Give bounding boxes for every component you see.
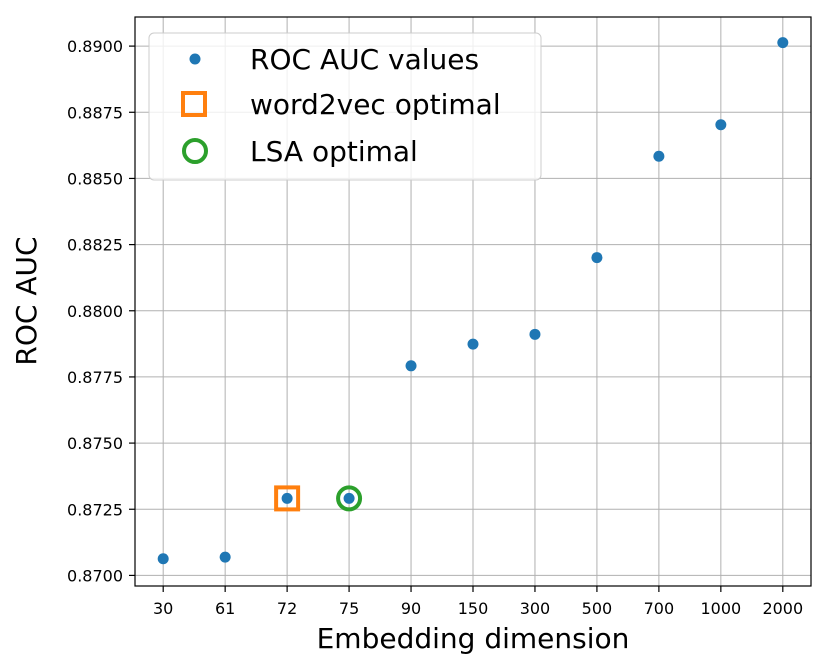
legend-marker-word2vec [181, 91, 207, 117]
data-point [777, 37, 789, 49]
y-tick-label: 0.8725 [67, 500, 123, 519]
data-point [529, 328, 541, 340]
data-point [219, 551, 231, 563]
x-tick-label: 30 [153, 599, 173, 618]
y-axis-label: ROC AUC [10, 236, 43, 365]
x-tick-label: 61 [215, 599, 235, 618]
legend-box [148, 32, 542, 181]
y-axis: 0.8700 0.8725 0.8750 0.8775 0.8800 0.8825 0.88… [67, 37, 135, 585]
lsa-optimal-marker [336, 485, 363, 512]
data-point [405, 360, 417, 372]
y-tick-label: 0.8825 [67, 236, 123, 255]
legend-label-word2vec: word2vec optimal [250, 88, 501, 121]
x-tick-label: 75 [339, 599, 359, 618]
data-point [343, 492, 355, 504]
data-point [591, 252, 603, 264]
data-point [653, 150, 665, 162]
x-tick-label: 2000 [762, 599, 803, 618]
legend-marker-lsa [182, 138, 208, 164]
y-tick-label: 0.8750 [67, 434, 123, 453]
y-tick-label: 0.8900 [67, 37, 123, 56]
x-tick-label: 700 [644, 599, 675, 618]
y-tick-label: 0.8850 [67, 169, 123, 188]
data-point [281, 492, 293, 504]
y-tick-label: 0.8775 [67, 368, 123, 387]
data-point [157, 553, 169, 565]
x-tick-label: 1000 [700, 599, 741, 618]
data-point [467, 338, 479, 350]
data-point [715, 119, 727, 131]
x-tick-label: 72 [277, 599, 297, 618]
x-tick-label: 300 [520, 599, 551, 618]
x-axis: 30 61 72 75 90 150 300 500 700 1000 2000 [153, 586, 803, 618]
legend-label-roc-auc: ROC AUC values [250, 43, 479, 76]
legend-marker-roc-auc [189, 53, 201, 65]
x-tick-label: 500 [582, 599, 613, 618]
x-axis-label: Embedding dimension [317, 622, 630, 655]
y-tick-label: 0.8700 [67, 566, 123, 585]
y-tick-label: 0.8800 [67, 302, 123, 321]
legend: ROC AUC values word2vec optimal LSA opti… [148, 32, 542, 181]
x-tick-label: 90 [401, 599, 421, 618]
y-tick-label: 0.8875 [67, 103, 123, 122]
word2vec-optimal-marker [274, 485, 301, 512]
data-marks [157, 37, 789, 565]
x-tick-label: 150 [458, 599, 489, 618]
legend-label-lsa: LSA optimal [250, 135, 418, 168]
